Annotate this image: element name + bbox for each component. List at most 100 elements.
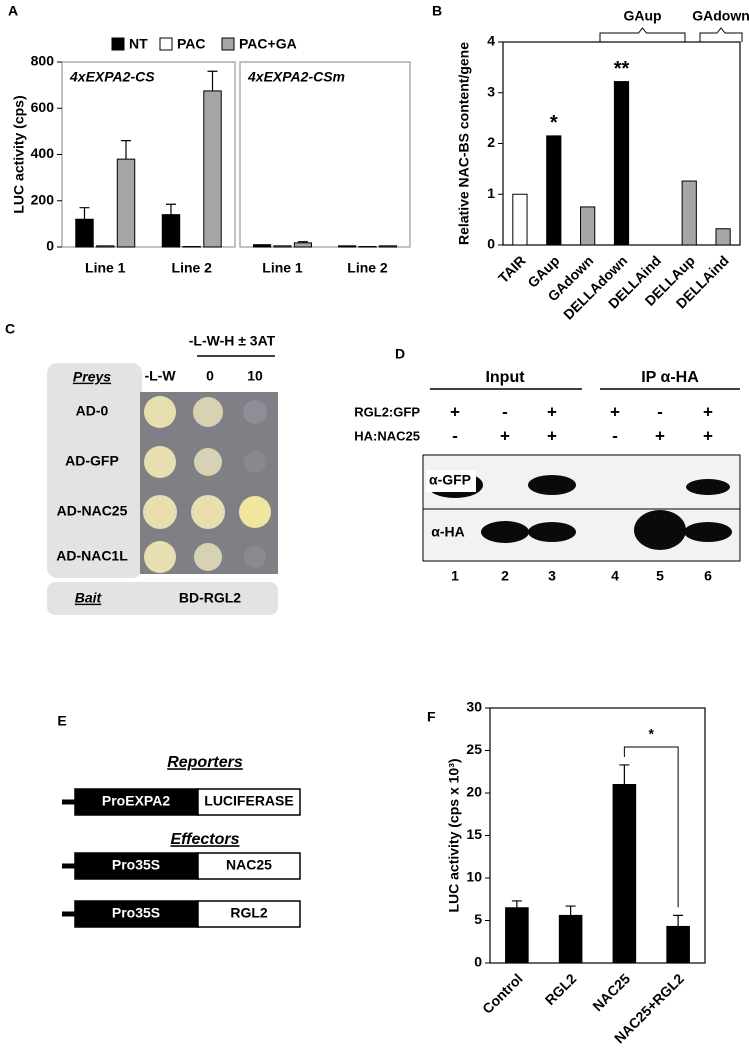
- legend-swatch: [159, 37, 173, 51]
- panel-label: E: [57, 713, 66, 729]
- sign: +: [547, 402, 557, 421]
- bar: [273, 245, 292, 248]
- y-tick-label: 20: [466, 784, 482, 800]
- column-header: -L-W-H ± 3AT: [189, 333, 276, 349]
- bar: [612, 784, 637, 964]
- subplot-title: 4xEXPA2-CS: [69, 69, 155, 85]
- panel-label: B: [432, 3, 442, 19]
- preys-label: Preys: [73, 369, 111, 385]
- legend-swatch: [221, 37, 235, 51]
- subplot-title: 4xEXPA2-CSm: [247, 69, 345, 85]
- y-tick-label: 1: [487, 185, 495, 201]
- sign: +: [500, 426, 510, 445]
- legend-label: PAC+GA: [239, 36, 297, 52]
- column-label: 10: [247, 368, 263, 384]
- bar: [666, 925, 690, 964]
- sign: -: [502, 402, 508, 421]
- y-tick-label: 600: [31, 99, 55, 115]
- bar: [715, 228, 731, 246]
- error-bar: [297, 241, 308, 243]
- y-axis-label: LUC activity (cps x 10³): [446, 758, 462, 912]
- x-tick-label: Line 1: [262, 260, 303, 276]
- y-tick-label: 200: [31, 191, 55, 207]
- row-label: AD-NAC1L: [56, 548, 128, 564]
- row-label: HA:NAC25: [354, 428, 420, 443]
- x-tick-label: NAC25: [589, 970, 633, 1014]
- sign: -: [612, 426, 618, 445]
- section-label: Reporters: [167, 754, 243, 771]
- yeast-spots: [143, 396, 271, 573]
- panel-label: C: [5, 321, 15, 337]
- bait-name: BD-RGL2: [179, 590, 241, 606]
- sign: +: [450, 402, 460, 421]
- promoter: Pro35S: [112, 857, 160, 873]
- y-tick-label: 25: [466, 741, 482, 757]
- panel-label: D: [395, 346, 405, 362]
- lane-number: 1: [451, 568, 459, 584]
- bar: [681, 180, 697, 246]
- error-bar: [165, 203, 176, 215]
- plot-frame: [239, 61, 411, 248]
- x-tick-label: TAIR: [495, 252, 529, 286]
- row-label: AD-GFP: [65, 453, 119, 469]
- y-tick-label: 0: [46, 238, 54, 254]
- sign: -: [657, 402, 663, 421]
- significance: *: [649, 726, 655, 742]
- bait-label: Bait: [75, 590, 103, 606]
- bar: [293, 242, 312, 248]
- row-label: AD-0: [76, 403, 109, 419]
- bar: [613, 81, 630, 246]
- error-bar: [673, 914, 684, 927]
- significance: **: [614, 58, 630, 80]
- bar: [512, 193, 528, 246]
- bar: [558, 914, 583, 964]
- gene: LUCIFERASE: [204, 793, 293, 809]
- lane-number: 4: [611, 568, 619, 584]
- constructs: [62, 788, 301, 928]
- y-tick-label: 3: [487, 83, 495, 99]
- x-tick-label: Line 2: [347, 260, 388, 276]
- label-bg: [426, 470, 476, 492]
- sign: +: [703, 426, 713, 445]
- bar: [75, 218, 94, 248]
- significance-bracket: [623, 746, 679, 908]
- x-tick-label: Line 1: [85, 260, 126, 276]
- sign: +: [655, 426, 665, 445]
- error-bar: [565, 905, 576, 916]
- lane-number: 6: [704, 568, 712, 584]
- y-tick-label: 0: [487, 236, 495, 252]
- group-bracket: [599, 27, 686, 42]
- panel-label: A: [8, 3, 18, 19]
- y-tick-label: 0: [474, 954, 482, 970]
- y-tick-label: 800: [31, 53, 55, 69]
- preys-box: [47, 363, 142, 578]
- column-label: -L-W: [144, 368, 176, 384]
- bar: [338, 245, 357, 248]
- group-label: IP α-HA: [641, 369, 699, 386]
- error-bar: [79, 207, 90, 220]
- gene: NAC25: [226, 857, 272, 873]
- x-tick-label: Control: [479, 970, 526, 1017]
- y-axis-label: LUC activity (cps): [11, 95, 27, 213]
- bar: [546, 135, 562, 246]
- group-label: GAup: [623, 8, 661, 24]
- sign: +: [547, 426, 557, 445]
- y-tick-label: 30: [466, 699, 482, 715]
- bar: [378, 245, 397, 248]
- y-axis-label: Relative NAC-BS content/gene: [456, 42, 472, 245]
- legend-label: PAC: [177, 36, 206, 52]
- blot-label: α-HA: [431, 524, 465, 540]
- promoter: Pro35S: [112, 905, 160, 921]
- y-tick-label: 2: [487, 134, 495, 150]
- panel-label: F: [427, 709, 436, 725]
- row-label: AD-NAC25: [57, 503, 128, 519]
- bar: [116, 158, 136, 248]
- promoter: ProEXPA2: [102, 793, 170, 809]
- bar: [253, 244, 272, 248]
- error-bar: [207, 70, 218, 91]
- row-label: RGL2:GFP: [354, 404, 420, 419]
- error-bar: [619, 764, 630, 785]
- bar: [203, 90, 222, 248]
- y-tick-label: 4: [487, 33, 495, 49]
